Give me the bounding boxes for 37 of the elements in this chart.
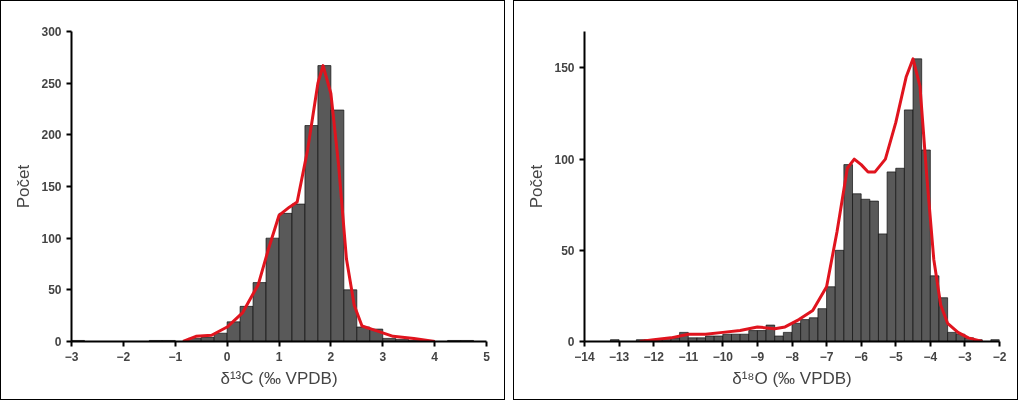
x-tick-label: 1: [275, 349, 283, 364]
x-tick-label: −13: [608, 349, 630, 364]
x-axis-title: δ¹⁸O (‰ VPDB): [732, 368, 852, 388]
x-tick-label: 3: [379, 349, 387, 364]
x-tick-label: −10: [712, 349, 734, 364]
y-tick-label: 100: [554, 152, 575, 167]
y-tick-label: 50: [48, 283, 62, 298]
x-tick-label: −6: [854, 349, 869, 364]
x-tick-label: 2: [327, 349, 335, 364]
x-tick-label: −11: [678, 349, 699, 364]
x-tick-label: −8: [785, 349, 800, 364]
x-tick-label: −7: [819, 349, 834, 364]
y-axis-title: Počet: [527, 164, 547, 209]
y-tick-label: 0: [54, 335, 62, 349]
y-tick-label: 200: [41, 128, 62, 143]
x-tick-label: −3: [64, 349, 79, 364]
x-tick-label: −5: [888, 349, 903, 364]
x-tick-label: −9: [750, 349, 765, 364]
y-tick-label: 50: [561, 243, 575, 258]
y-tick-label: 150: [554, 61, 575, 76]
y-axis-title: Počet: [14, 164, 34, 209]
x-tick-label: −2: [116, 349, 131, 364]
x-tick-label: −14: [574, 349, 595, 364]
y-tick-label: 150: [41, 180, 62, 194]
x-tick-label: −1: [168, 349, 183, 364]
x-tick-label: 4: [431, 349, 439, 364]
x-tick-label: −4: [923, 349, 938, 364]
y-tick-label: 0: [567, 335, 575, 349]
x-axis-title: δ¹³C (‰ VPDB): [220, 368, 338, 388]
x-tick-label: −2: [992, 349, 1007, 364]
x-tick-label: −3: [958, 349, 973, 364]
x-tick-label: −12: [643, 349, 665, 364]
y-tick-label: 100: [41, 231, 62, 246]
x-tick-label: 5: [483, 349, 491, 364]
y-tick-label: 250: [41, 76, 62, 91]
y-tick-label: 300: [41, 25, 62, 39]
x-tick-label: 0: [223, 349, 231, 364]
